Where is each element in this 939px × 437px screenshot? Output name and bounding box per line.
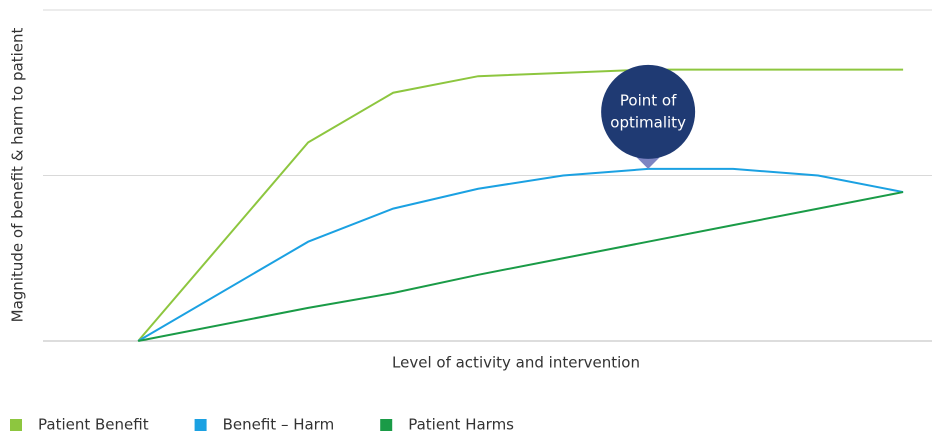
legend-label: Patient Benefit <box>38 416 149 434</box>
data-line <box>137 68 904 342</box>
legend-label: Patient Harms <box>408 416 514 434</box>
annotation-text: optimality <box>610 113 686 131</box>
legend-swatch <box>194 419 207 431</box>
annotation-bubble <box>601 64 696 159</box>
annotation-pointer <box>634 154 663 169</box>
data-line <box>137 191 904 342</box>
x-axis-label: Level of activity and intervention <box>392 354 640 372</box>
legend-label: Benefit – Harm <box>223 416 335 434</box>
data-line <box>137 167 904 342</box>
legend-swatch <box>380 419 393 431</box>
y-axis-label: Magnitude of benefit & harm to patient <box>9 28 27 323</box>
legend-swatch <box>10 419 22 431</box>
annotation-text: Point of <box>620 91 677 109</box>
